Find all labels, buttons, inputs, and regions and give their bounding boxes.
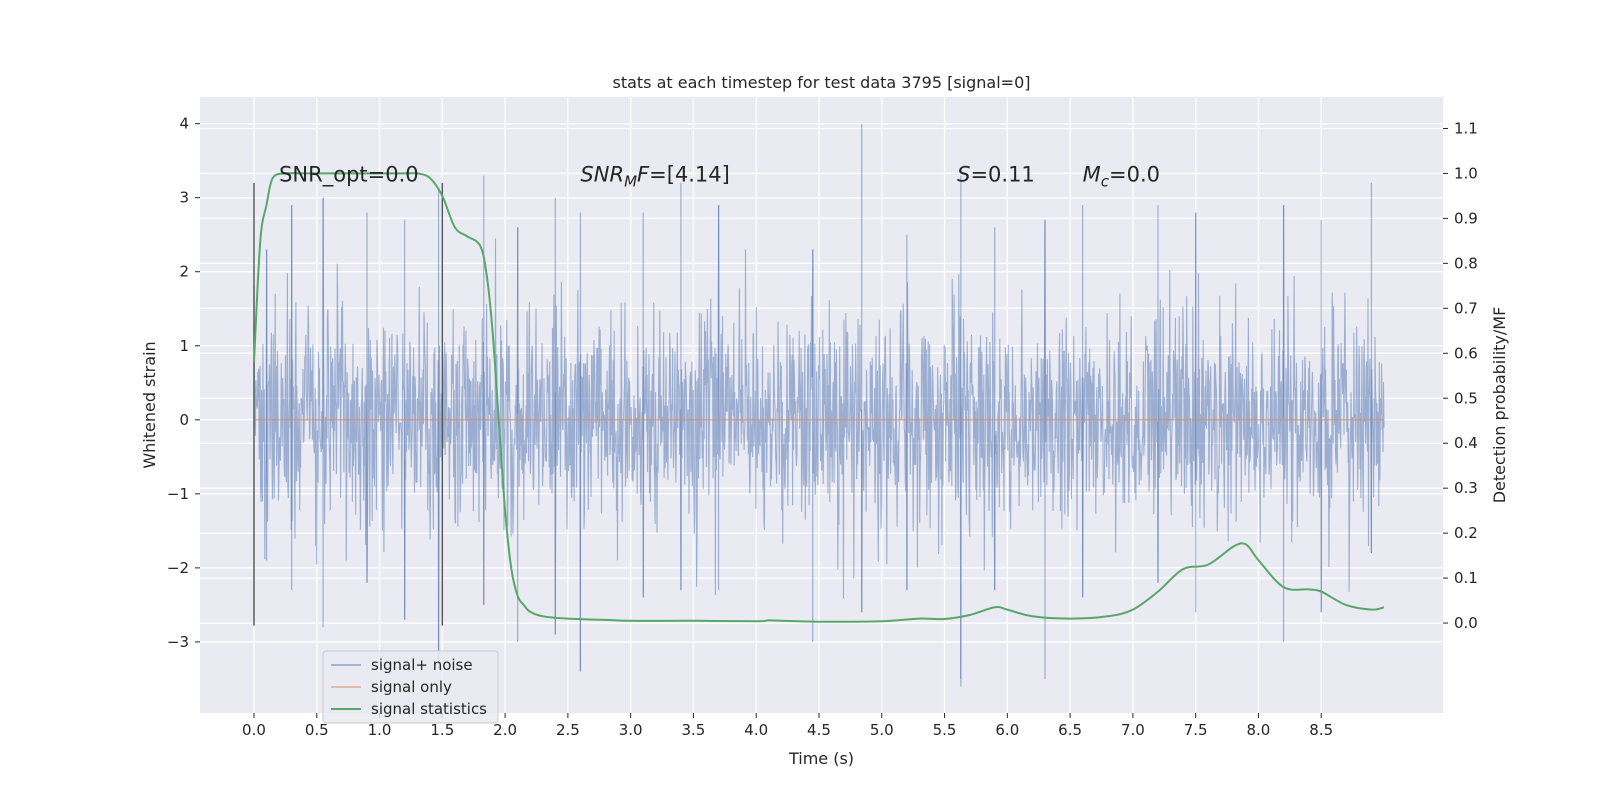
y2-tick-label: 0.3 bbox=[1454, 479, 1478, 497]
y-tick-label: 3 bbox=[179, 189, 189, 207]
x-tick-label: 6.5 bbox=[1058, 721, 1082, 739]
annotation-text: SNRMF=[4.14] bbox=[580, 162, 729, 190]
annotation-symbol-tail: F bbox=[637, 162, 650, 186]
y-tick-label: −2 bbox=[167, 559, 189, 577]
x-tick-label: 5.0 bbox=[870, 721, 894, 739]
y2-tick-label: 1.0 bbox=[1454, 164, 1478, 182]
x-tick-label: 8.5 bbox=[1309, 721, 1333, 739]
x-tick-label: 4.0 bbox=[744, 721, 768, 739]
y-tick-label: 4 bbox=[179, 115, 189, 133]
annotation-value: =[4.14] bbox=[649, 162, 730, 186]
marker-lines bbox=[253, 182, 444, 626]
y-axis-left: 4 3 2 1 0 −1 −2 −3 bbox=[167, 115, 200, 651]
y2-tick-label: 0.6 bbox=[1454, 344, 1478, 362]
annotation-value: =0.0 bbox=[1109, 162, 1160, 186]
y-tick-label: 2 bbox=[179, 263, 189, 281]
legend-label: signal statistics bbox=[371, 700, 487, 718]
annotation-text: SNR_opt=0.0 bbox=[279, 162, 419, 187]
y2-tick-label: 0.5 bbox=[1454, 389, 1478, 407]
annotation-symbol: M bbox=[1083, 162, 1101, 186]
annotations: SNR_opt=0.0 SNRMF=[4.14] S=0.11 Mc=0.0 bbox=[279, 162, 1160, 190]
annotation-subscript: M bbox=[624, 172, 637, 190]
x-tick-label: 1.5 bbox=[430, 721, 454, 739]
y2-tick-label: 0.2 bbox=[1454, 524, 1478, 542]
x-axis: 0.0 0.5 1.0 1.5 2.0 2.5 3.0 3.5 4.0 4.5 5.0 5.5 6.0 6… bbox=[242, 713, 1333, 739]
x-tick-label: 0.5 bbox=[305, 721, 329, 739]
x-tick-label: 1.0 bbox=[368, 721, 392, 739]
y2-tick-label: 0.9 bbox=[1454, 209, 1478, 227]
y2-tick-label: 0.0 bbox=[1454, 614, 1478, 632]
x-tick-label: 7.5 bbox=[1184, 721, 1208, 739]
y-axis-right: 1.1 1.0 0.9 0.8 0.7 0.6 0.5 0.4 0.3 0.2 0.1 0.0 bbox=[1443, 119, 1478, 632]
y-axis-label: Whitened strain bbox=[140, 341, 159, 468]
annotation-value: =0.11 bbox=[970, 162, 1034, 186]
y2-tick-label: 0.8 bbox=[1454, 254, 1478, 272]
x-tick-label: 3.0 bbox=[619, 721, 643, 739]
y2-tick-label: 1.1 bbox=[1454, 119, 1478, 137]
x-tick-label: 3.5 bbox=[682, 721, 706, 739]
x-axis-label: Time (s) bbox=[788, 749, 854, 768]
y2-tick-label: 0.4 bbox=[1454, 434, 1478, 452]
signal-statistics-series bbox=[253, 172, 1385, 623]
legend: signal+ noise signal only signal statistic… bbox=[322, 650, 499, 724]
legend-box bbox=[322, 650, 499, 724]
x-tick-label: 4.5 bbox=[807, 721, 831, 739]
x-tick-label: 7.0 bbox=[1121, 721, 1145, 739]
y2-axis-label: Detection probability/MF bbox=[1490, 307, 1509, 504]
x-tick-label: 2.0 bbox=[493, 721, 517, 739]
signal-statistics-line bbox=[253, 172, 1385, 623]
y-tick-label: −1 bbox=[167, 485, 189, 503]
y2-tick-label: 0.1 bbox=[1454, 569, 1478, 587]
y-tick-label: −3 bbox=[167, 633, 189, 651]
annotation-symbol: SNR bbox=[580, 162, 624, 186]
y2-tick-label: 0.7 bbox=[1454, 299, 1478, 317]
x-tick-label: 8.0 bbox=[1247, 721, 1271, 739]
annotation-text: Mc=0.0 bbox=[1083, 162, 1160, 190]
x-tick-label: 0.0 bbox=[242, 721, 266, 739]
annotation-subscript: c bbox=[1101, 172, 1110, 190]
y-tick-label: 0 bbox=[179, 411, 189, 429]
x-tick-label: 2.5 bbox=[556, 721, 580, 739]
y-tick-label: 1 bbox=[179, 337, 189, 355]
legend-label: signal only bbox=[371, 678, 452, 696]
chart-title: stats at each timestep for test data 379… bbox=[612, 73, 1030, 92]
annotation-text: S=0.11 bbox=[957, 162, 1035, 186]
annotation-symbol: S bbox=[957, 162, 970, 186]
legend-label: signal+ noise bbox=[371, 656, 473, 674]
x-tick-label: 5.5 bbox=[933, 721, 957, 739]
x-tick-label: 6.0 bbox=[995, 721, 1019, 739]
